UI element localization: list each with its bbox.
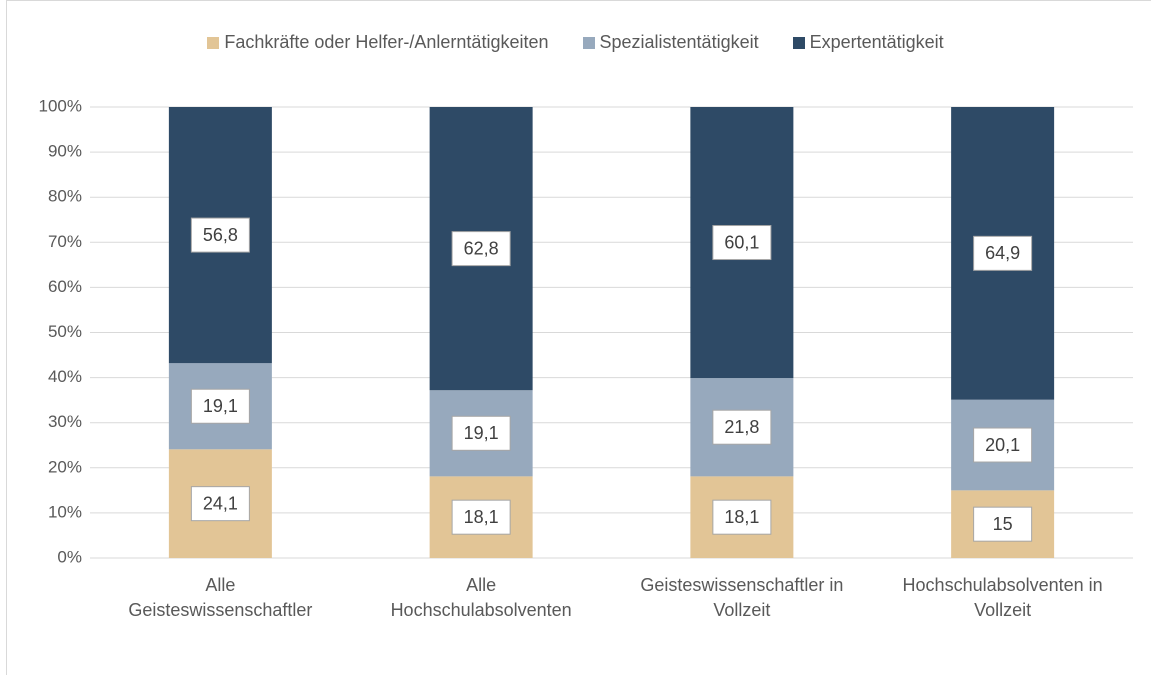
x-tick-label: Alle Geisteswissenschaftler [128, 575, 313, 620]
x-tick-label: Alle Hochschulabsolventen [390, 575, 572, 620]
legend-item: Fachkräfte oder Helfer-/Anlerntätigkeite… [207, 32, 549, 53]
value-label: 15 [993, 514, 1013, 534]
value-label: 56,8 [203, 225, 238, 245]
value-label: 18,1 [464, 507, 499, 527]
value-label: 24,1 [203, 493, 238, 513]
legend-item: Expertentätigkeit [792, 32, 944, 53]
value-label-box [712, 409, 772, 445]
value-label: 21,8 [724, 417, 759, 437]
legend: Fachkräfte oder Helfer-/Anlerntätigkeite… [0, 32, 1151, 53]
y-tick-label: 0% [57, 547, 82, 566]
legend-swatch [792, 36, 805, 49]
value-label: 62,8 [464, 238, 499, 258]
value-label: 64,9 [985, 243, 1020, 263]
y-tick-label: 50% [48, 322, 82, 341]
chart-border [6, 0, 1151, 675]
value-label-box [190, 217, 250, 253]
legend-swatch [207, 36, 220, 49]
value-label: 19,1 [203, 396, 238, 416]
value-label-box [973, 506, 1033, 542]
value-label-box [451, 231, 511, 267]
value-label-box [451, 415, 511, 451]
y-tick-label: 100% [39, 96, 82, 115]
x-tick-label: Hochschulabsolventen in Vollzeit [902, 575, 1103, 620]
y-tick-label: 30% [48, 412, 82, 431]
legend-swatch [582, 36, 595, 49]
legend-label: Fachkräfte oder Helfer-/Anlerntätigkeite… [224, 32, 549, 52]
y-tick-label: 80% [48, 187, 82, 206]
value-label-box [712, 499, 772, 535]
y-tick-label: 20% [48, 457, 82, 476]
value-label-box [712, 225, 772, 261]
value-label-box [451, 499, 511, 535]
x-tick-label: Geisteswissenschaftler in Vollzeit [640, 575, 844, 620]
value-label: 60,1 [724, 232, 759, 252]
value-label: 18,1 [724, 507, 759, 527]
y-tick-label: 60% [48, 277, 82, 296]
y-tick-label: 70% [48, 232, 82, 251]
value-label: 19,1 [464, 423, 499, 443]
y-tick-label: 90% [48, 142, 82, 161]
y-tick-label: 10% [48, 502, 82, 521]
y-tick-label: 40% [48, 367, 82, 386]
legend-label: Spezialistentätigkeit [599, 32, 759, 52]
legend-item: Spezialistentätigkeit [582, 32, 759, 53]
value-label-box [190, 486, 250, 522]
value-label-box [973, 235, 1033, 271]
value-label-box [973, 427, 1033, 463]
value-label-box [190, 388, 250, 424]
value-label: 20,1 [985, 435, 1020, 455]
legend-label: Expertentätigkeit [809, 32, 944, 52]
